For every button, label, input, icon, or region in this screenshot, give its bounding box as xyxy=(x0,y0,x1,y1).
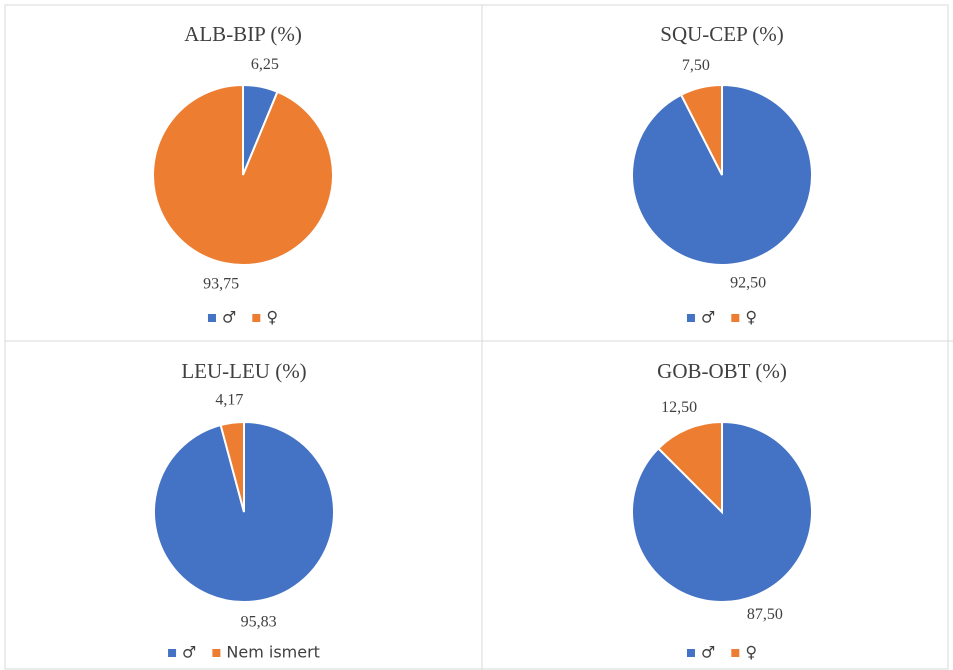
data-label: 12,50 xyxy=(661,399,697,416)
legend-label: Nem ismert xyxy=(226,643,320,662)
legend-marker xyxy=(207,314,216,322)
legend-label: ♂ xyxy=(182,643,196,662)
data-label: 4,17 xyxy=(215,392,243,409)
data-label: 6,25 xyxy=(251,56,279,73)
legend-label: ♂ xyxy=(701,308,715,327)
legend-label: ♂ xyxy=(701,643,715,662)
data-label: 93,75 xyxy=(203,276,239,293)
data-label: 92,50 xyxy=(730,275,766,292)
legend-marker xyxy=(212,649,221,657)
chart-title: LEU-LEU (%) xyxy=(181,359,306,383)
legend-marker xyxy=(686,649,695,657)
legend-marker xyxy=(686,314,695,322)
legend: ♂ Nem ismert xyxy=(168,643,320,662)
legend-label: ♀ xyxy=(745,643,757,662)
pie-slice xyxy=(656,420,723,515)
pie-slice xyxy=(219,420,245,513)
legend-label: ♀ xyxy=(266,308,278,327)
legend-marker xyxy=(168,649,177,657)
chart-title: SQU-CEP (%) xyxy=(660,22,783,46)
pie-slice xyxy=(679,83,723,176)
legend: ♂ ♀ xyxy=(207,308,278,327)
legend-marker xyxy=(731,314,740,322)
legend: ♂ ♀ xyxy=(686,643,757,662)
legend-label: ♀ xyxy=(745,308,757,327)
pie-slice xyxy=(152,83,334,266)
data-label: 7,50 xyxy=(682,57,710,74)
legend-label: ♂ xyxy=(222,308,236,327)
legend-marker xyxy=(731,649,740,657)
data-label: 87,50 xyxy=(747,606,783,623)
data-label: 95,83 xyxy=(241,614,277,631)
chart-title: GOB-OBT (%) xyxy=(657,359,787,383)
outer-border xyxy=(4,4,949,670)
chart-title: ALB-BIP (%) xyxy=(184,22,302,46)
legend: ♂ ♀ xyxy=(686,308,757,327)
legend-marker xyxy=(252,314,261,322)
